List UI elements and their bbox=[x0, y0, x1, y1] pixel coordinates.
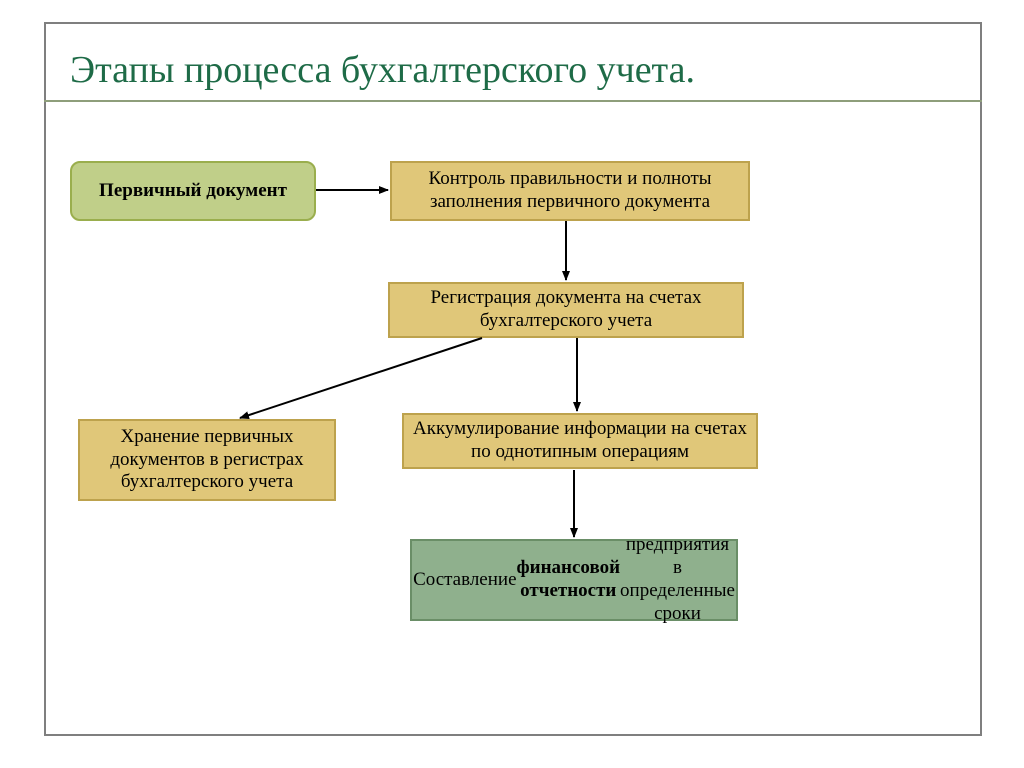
node-accumulate: Аккумулирование информации на счетах по … bbox=[402, 413, 758, 469]
node-final-report: Составление финансовой отчетности предпр… bbox=[410, 539, 738, 621]
node-register: Регистрация документа на счетах бухгалте… bbox=[388, 282, 744, 338]
node-control: Контроль правильности и полноты заполнен… bbox=[390, 161, 750, 221]
node-primary-document: Первичный документ bbox=[70, 161, 316, 221]
slide-frame bbox=[44, 22, 982, 736]
title-underline bbox=[44, 100, 982, 102]
slide-title: Этапы процесса бухгалтерского учета. bbox=[70, 48, 695, 92]
node-storage: Хранение первичных документов в регистра… bbox=[78, 419, 336, 501]
